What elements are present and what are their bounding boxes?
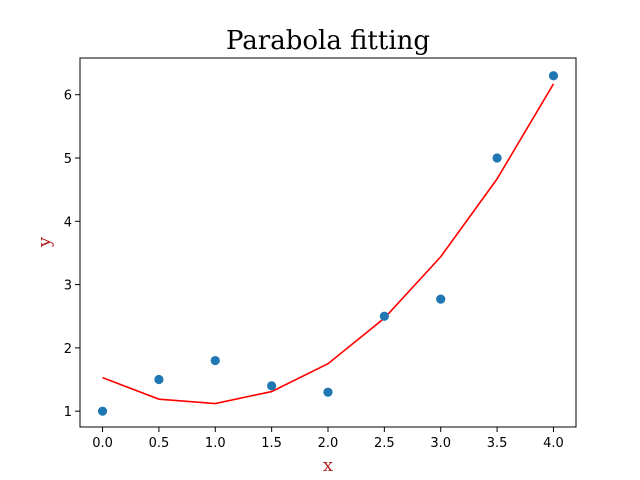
x-axis-label: x xyxy=(323,455,333,476)
plot-area xyxy=(97,71,559,416)
chart-title: Parabola fitting xyxy=(226,26,430,56)
scatter-point xyxy=(379,311,389,321)
scatter-point xyxy=(323,387,333,397)
y-tick-label: 1 xyxy=(64,405,72,420)
x-tick-label: 1.5 xyxy=(261,436,282,451)
y-tick-label: 6 xyxy=(64,89,72,104)
y-axis-label: y xyxy=(34,236,55,248)
scatter-point xyxy=(267,381,277,391)
x-tick-label: 3.0 xyxy=(430,436,451,451)
y-axis: 1 2 3 4 5 6 xyxy=(64,89,80,420)
y-tick-label: 4 xyxy=(64,215,72,230)
x-tick-label: 1.0 xyxy=(205,436,226,451)
x-tick-label: 4.0 xyxy=(543,436,564,451)
scatter-point xyxy=(492,153,502,163)
scatter-point xyxy=(154,374,164,385)
scatter-point xyxy=(548,71,559,81)
x-tick-label: 0.5 xyxy=(149,436,170,451)
x-tick-label: 2.0 xyxy=(318,436,339,451)
y-tick-label: 3 xyxy=(64,279,72,294)
scatter-point xyxy=(436,294,446,304)
fit-line xyxy=(102,83,555,405)
scatter-point xyxy=(210,355,220,366)
scatter-point xyxy=(97,406,108,416)
x-axis: 0.0 0.5 1.0 1.5 2.0 2.5 3.0 3.5 4.0 xyxy=(92,427,564,451)
y-tick-label: 2 xyxy=(64,342,72,357)
plot-frame xyxy=(79,57,577,428)
x-tick-label: 3.5 xyxy=(487,436,508,451)
y-tick-label: 5 xyxy=(64,152,72,167)
x-tick-label: 2.5 xyxy=(374,436,395,451)
x-tick-label: 0.0 xyxy=(92,436,113,451)
